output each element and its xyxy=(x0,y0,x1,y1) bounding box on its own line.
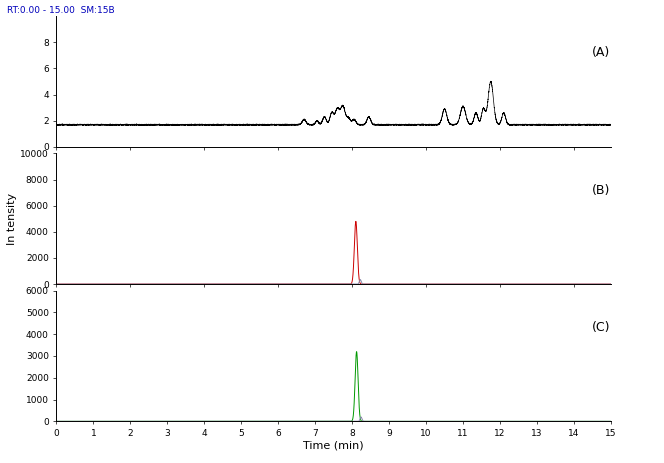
Text: (A): (A) xyxy=(592,46,610,59)
Y-axis label: In tensity: In tensity xyxy=(7,193,17,245)
Text: (C): (C) xyxy=(592,321,610,334)
Text: (B): (B) xyxy=(592,183,610,196)
X-axis label: Time (min): Time (min) xyxy=(303,441,364,451)
Text: RT:0.00 - 15.00  SM:15B: RT:0.00 - 15.00 SM:15B xyxy=(7,6,114,14)
